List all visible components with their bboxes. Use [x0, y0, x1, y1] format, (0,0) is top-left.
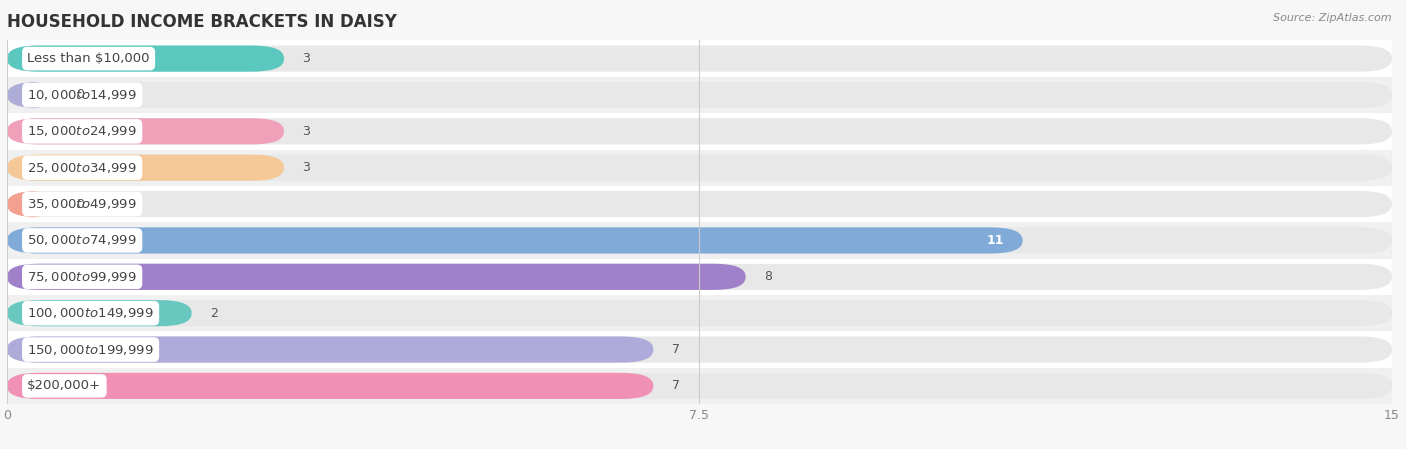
FancyBboxPatch shape — [7, 186, 1392, 222]
FancyBboxPatch shape — [7, 373, 1392, 399]
Text: $75,000 to $99,999: $75,000 to $99,999 — [27, 270, 136, 284]
FancyBboxPatch shape — [7, 154, 1392, 181]
FancyBboxPatch shape — [7, 300, 1392, 326]
Text: 3: 3 — [302, 161, 311, 174]
FancyBboxPatch shape — [7, 295, 1392, 331]
FancyBboxPatch shape — [7, 154, 284, 181]
Text: Less than $10,000: Less than $10,000 — [27, 52, 150, 65]
FancyBboxPatch shape — [7, 300, 191, 326]
Text: $50,000 to $74,999: $50,000 to $74,999 — [27, 233, 136, 247]
Text: $150,000 to $199,999: $150,000 to $199,999 — [27, 343, 153, 357]
Text: HOUSEHOLD INCOME BRACKETS IN DAISY: HOUSEHOLD INCOME BRACKETS IN DAISY — [7, 13, 396, 31]
FancyBboxPatch shape — [7, 336, 654, 363]
Text: 3: 3 — [302, 125, 311, 138]
FancyBboxPatch shape — [7, 191, 58, 217]
FancyBboxPatch shape — [7, 227, 1022, 254]
FancyBboxPatch shape — [7, 82, 1392, 108]
Text: 11: 11 — [987, 234, 1004, 247]
FancyBboxPatch shape — [7, 368, 1392, 404]
FancyBboxPatch shape — [7, 227, 1392, 254]
FancyBboxPatch shape — [7, 373, 654, 399]
FancyBboxPatch shape — [7, 191, 1392, 217]
FancyBboxPatch shape — [7, 118, 1392, 145]
FancyBboxPatch shape — [7, 331, 1392, 368]
FancyBboxPatch shape — [7, 150, 1392, 186]
FancyBboxPatch shape — [7, 82, 58, 108]
Text: Source: ZipAtlas.com: Source: ZipAtlas.com — [1274, 13, 1392, 23]
Text: $100,000 to $149,999: $100,000 to $149,999 — [27, 306, 153, 320]
Text: 7: 7 — [672, 343, 679, 356]
FancyBboxPatch shape — [7, 264, 745, 290]
Text: $35,000 to $49,999: $35,000 to $49,999 — [27, 197, 136, 211]
Text: $25,000 to $34,999: $25,000 to $34,999 — [27, 161, 136, 175]
Text: $10,000 to $14,999: $10,000 to $14,999 — [27, 88, 136, 102]
Text: 0: 0 — [76, 198, 84, 211]
FancyBboxPatch shape — [7, 45, 284, 72]
Text: 8: 8 — [763, 270, 772, 283]
FancyBboxPatch shape — [7, 259, 1392, 295]
FancyBboxPatch shape — [7, 45, 1392, 72]
FancyBboxPatch shape — [7, 336, 1392, 363]
FancyBboxPatch shape — [7, 222, 1392, 259]
Text: $15,000 to $24,999: $15,000 to $24,999 — [27, 124, 136, 138]
Text: $200,000+: $200,000+ — [27, 379, 101, 392]
FancyBboxPatch shape — [7, 40, 1392, 77]
FancyBboxPatch shape — [7, 113, 1392, 150]
Text: 0: 0 — [76, 88, 84, 101]
Text: 3: 3 — [302, 52, 311, 65]
Text: 7: 7 — [672, 379, 679, 392]
FancyBboxPatch shape — [7, 77, 1392, 113]
FancyBboxPatch shape — [7, 264, 1392, 290]
FancyBboxPatch shape — [7, 118, 284, 145]
Text: 2: 2 — [209, 307, 218, 320]
